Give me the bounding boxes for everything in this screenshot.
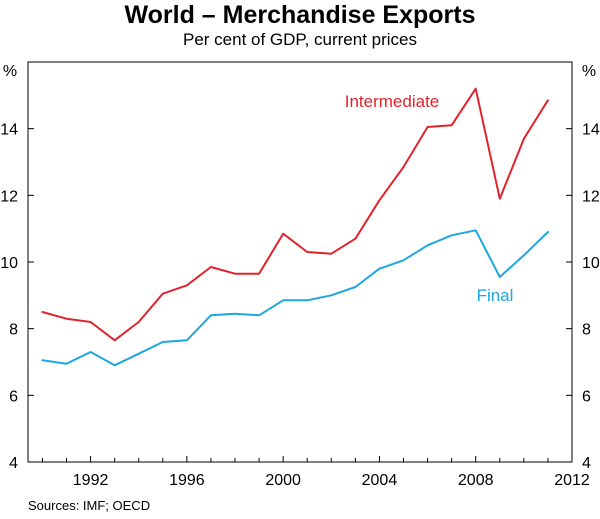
x-tick-label: 2008 [458, 472, 494, 489]
x-tick-label: 1996 [169, 472, 205, 489]
chart-source: Sources: IMF; OECD [28, 498, 151, 513]
series-line-final [41, 229, 549, 367]
chart-title: World – Merchandise Exports [124, 1, 476, 29]
y-unit-right: % [582, 63, 596, 80]
y-tick-label-left: 14 [0, 122, 18, 139]
y-tick-label-right: 10 [582, 255, 600, 272]
x-tick-label: 2012 [554, 472, 590, 489]
y-tick-label-right: 6 [582, 388, 591, 405]
plot-frame [27, 61, 573, 463]
y-tick-label-right: 14 [582, 122, 600, 139]
y-unit-left: % [3, 63, 17, 80]
y-tick-label-right: 12 [582, 188, 600, 205]
y-tick-label-left: 10 [0, 255, 18, 272]
y-tick-label-right: 8 [582, 322, 591, 339]
series-label-intermediate: Intermediate [345, 92, 440, 111]
x-tick-label: 2000 [265, 472, 301, 489]
y-tick-label-left: 12 [0, 188, 18, 205]
x-tick-label: 1992 [73, 472, 109, 489]
y-tick-label-left: 6 [9, 388, 18, 405]
y-tick-label-left: 8 [9, 322, 18, 339]
series-label-final: Final [477, 286, 514, 305]
x-tick-label: 2004 [362, 472, 398, 489]
chart-subtitle: Per cent of GDP, current prices [182, 30, 417, 49]
series-line-intermediate [41, 87, 549, 342]
y-tick-label-right: 4 [582, 455, 591, 472]
y-tick-label-left: 4 [9, 455, 18, 472]
